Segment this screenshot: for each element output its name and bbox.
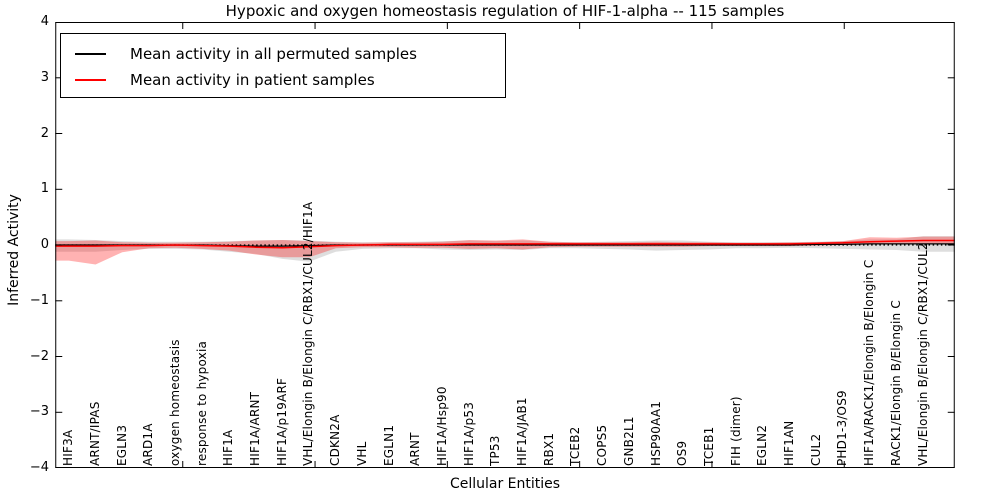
y-tick-label: 4 bbox=[40, 14, 49, 29]
y-axis-tick-labels: 4 3 2 1 0 −1 −2 −3 −4 bbox=[0, 0, 49, 500]
y-axis-label: Inferred Activity bbox=[6, 194, 22, 306]
legend-line-black bbox=[75, 53, 106, 55]
legend-item-permuted: Mean activity in all permuted samples bbox=[75, 41, 505, 67]
y-tick-label: 1 bbox=[40, 181, 49, 197]
patient-mean-line bbox=[55, 239, 955, 249]
chart-title: Hypoxic and oxygen homeostasis regulatio… bbox=[225, 2, 785, 20]
legend-line-red bbox=[75, 79, 106, 81]
y-tick-label: 3 bbox=[40, 69, 49, 85]
legend-label-patient: Mean activity in patient samples bbox=[130, 71, 375, 89]
y-tick-label: −2 bbox=[29, 348, 49, 364]
legend: Mean activity in all permuted samples Me… bbox=[60, 33, 506, 98]
y-tick-label: −4 bbox=[29, 460, 49, 475]
x-axis-label: Cellular Entities bbox=[449, 476, 561, 492]
permuted-band bbox=[55, 236, 955, 262]
axes-frame bbox=[55, 22, 955, 468]
plot-area bbox=[55, 22, 955, 468]
y-tick-label: 0 bbox=[40, 237, 49, 252]
legend-item-patient: Mean activity in patient samples bbox=[75, 67, 505, 93]
patient-band bbox=[55, 236, 955, 265]
y-tick-label: −1 bbox=[29, 292, 49, 308]
legend-label-permuted: Mean activity in all permuted samples bbox=[130, 45, 417, 63]
y-tick-label: −3 bbox=[29, 404, 49, 420]
y-tick-label: 2 bbox=[40, 125, 49, 141]
